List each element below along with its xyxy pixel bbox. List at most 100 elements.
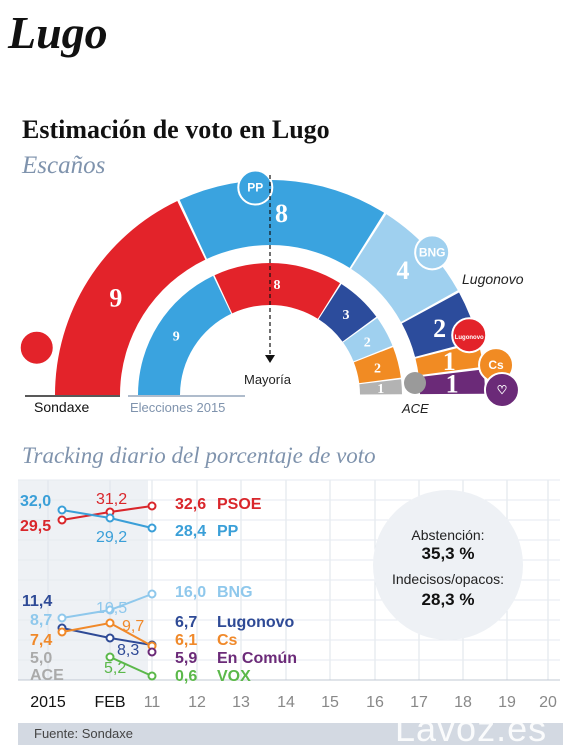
start-label-pp: 32,0: [20, 493, 51, 510]
x-tick-2015: 2015: [30, 694, 66, 711]
x-tick-15: 15: [321, 694, 339, 711]
outer-seats-label-psoe: 9: [109, 283, 122, 312]
chart-title: Estimación de voto en Lugo: [22, 115, 330, 144]
end-label-psoe: 32,6: [175, 496, 206, 513]
seats-subtitle: Escaños: [22, 152, 106, 179]
inner-segment-pp: [138, 275, 232, 395]
x-tick-16: 16: [366, 694, 384, 711]
tracking-subtitle: Tracking diario del porcentaje de voto: [22, 443, 376, 468]
lugonovo-text-label: Lugonovo: [462, 271, 524, 287]
inner-segment-ace: [359, 379, 402, 395]
series-point-pp: [57, 505, 67, 515]
series-point-bng: [147, 589, 157, 599]
inner-seats-label-bng: 2: [364, 335, 371, 350]
city-title: Lugo: [8, 7, 108, 58]
x-tick-14: 14: [277, 694, 295, 711]
outer-seats-label-pp: 8: [275, 199, 288, 228]
abstention-value: 35,3 %: [422, 544, 475, 563]
sondaxe-label: Sondaxe: [34, 399, 89, 415]
series-point-lugonovo: [105, 633, 115, 643]
logo-cs-text: Cs: [488, 358, 504, 372]
inner-segment-psoe: [214, 263, 341, 319]
source-text: Fuente: Sondaxe: [34, 726, 134, 741]
end-label-cs: 6,1: [175, 632, 197, 649]
end-label-en-comun: 5,9: [175, 650, 197, 667]
end-label-pp: 28,4: [175, 523, 206, 540]
outer-segment-en-comun: [418, 369, 485, 395]
series-point-pp: [105, 513, 115, 523]
series-name-bng: BNG: [217, 584, 253, 601]
series-name-psoe: PSOE: [217, 496, 262, 513]
series-point-bng: [105, 605, 115, 615]
series-point-cs: [105, 618, 115, 628]
outer-segment-psoe: [55, 201, 206, 395]
elecciones-label: Elecciones 2015: [130, 400, 225, 415]
outer-segment-bng: [351, 214, 458, 322]
inner-segment-lugonovo: [318, 283, 377, 342]
outer-seats-label-bng: 4: [397, 256, 410, 285]
logo-pp-icon: [237, 169, 274, 206]
series-point-cs: [57, 627, 67, 637]
inner-segment-bng: [343, 318, 393, 362]
outer-seats-label-cs: 1: [443, 347, 456, 376]
start-label-psoe: 29,5: [20, 518, 51, 535]
logo-pp-text: PP: [247, 181, 263, 195]
logo-en-comun-icon: [483, 371, 520, 408]
end-label-vox: 0,6: [175, 668, 197, 685]
series-point-pp: [147, 523, 157, 533]
start-label-cs: 7,4: [30, 632, 52, 649]
x-tick-18: 18: [454, 694, 472, 711]
ace-text-label: ACE: [401, 401, 429, 416]
series-point-bng: [57, 613, 67, 623]
inner-seats-label-cs: 2: [374, 361, 381, 376]
undecided-label: Indecisos/opacos:: [392, 571, 504, 587]
x-tick-12: 12: [188, 694, 206, 711]
x-tick-feb: FEB: [94, 694, 125, 711]
series-name-en-comun: En Común: [217, 650, 297, 667]
series-name-lugonovo: Lugonovo: [217, 614, 295, 631]
inner-seats-label-pp: 9: [173, 329, 180, 344]
summary-circle: [373, 490, 523, 640]
logo-ace-icon: [404, 372, 426, 394]
series-point-psoe: [147, 501, 157, 511]
logo-lugonovo-text: Lugonovo: [455, 335, 484, 341]
inner-seats-label-lugonovo: 3: [342, 308, 349, 323]
logo-bng-icon: [414, 234, 451, 271]
logo-en-comun-text: ♡: [497, 383, 508, 397]
series-point-vox: [105, 652, 115, 662]
series-line-vox: [109, 656, 153, 677]
end-label-lugonovo: 6,7: [175, 614, 197, 631]
undecided-value: 28,3 %: [422, 590, 475, 609]
mid-label-bng: 10,5: [96, 600, 127, 617]
mid-label-vox: 5,2: [104, 660, 126, 677]
ace-series-label: ACE: [30, 667, 64, 684]
start-label-bng: 8,7: [30, 612, 52, 629]
outer-segment-pp: [179, 179, 385, 268]
majority-label: Mayoría: [244, 372, 292, 387]
x-tick-13: 13: [232, 694, 250, 711]
logo-bng-text: BNG: [419, 245, 446, 259]
x-tick-19: 19: [498, 694, 516, 711]
brand-watermark: Lavoz.es: [395, 708, 548, 749]
end-label-bng: 16,0: [175, 584, 206, 601]
start-label-ace: 5,0: [30, 650, 52, 667]
inner-seats-label-ace: 1: [377, 382, 384, 397]
series-point-vox: [147, 671, 157, 681]
abstention-label: Abstención:: [411, 527, 484, 543]
series-name-vox: VOX: [217, 668, 251, 685]
majority-arrow-icon: [265, 355, 275, 363]
x-tick-20: 20: [539, 694, 557, 711]
logo-lugonovo-icon: [451, 317, 488, 354]
mid-label-lugonovo: 8,3: [117, 642, 139, 659]
series-point-en-comun: [147, 647, 157, 657]
start-label-lugonovo: 11,4: [22, 593, 52, 610]
x-tick-11: 11: [144, 694, 161, 711]
inner-segment-cs: [353, 347, 401, 384]
mid-label-cs: 9,7: [122, 618, 144, 635]
outer-seats-label-en-comun: 1: [446, 370, 459, 399]
inner-seats-label-psoe: 8: [273, 278, 280, 293]
series-name-pp: PP: [217, 523, 239, 540]
source-bar: [18, 723, 563, 745]
